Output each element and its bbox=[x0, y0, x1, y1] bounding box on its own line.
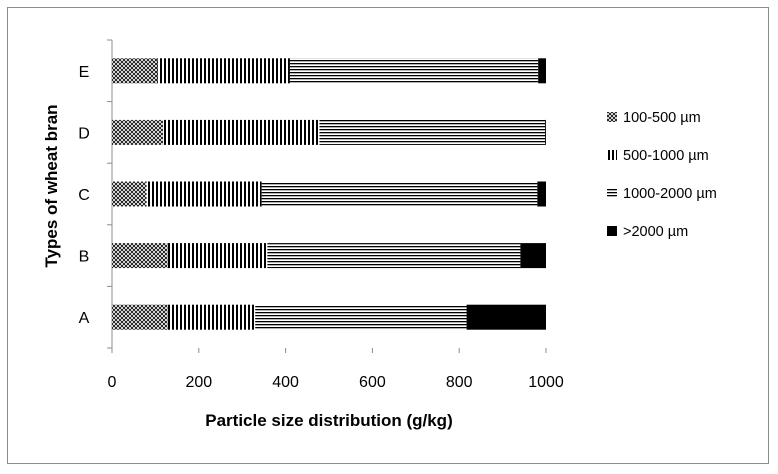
bar-segment-A-3 bbox=[255, 304, 467, 330]
legend-label-1: 100-500 µm bbox=[623, 110, 701, 126]
labels: 0 200 400 600 800 1000 A B C D E Particle size dist… bbox=[42, 64, 564, 430]
y-tick-label: D bbox=[78, 125, 90, 142]
legend-label-2: 500-1000 µm bbox=[623, 148, 709, 164]
bar-segment-A-2 bbox=[167, 304, 256, 330]
bar-segment-A-1 bbox=[112, 304, 168, 330]
y-tick-label: B bbox=[79, 249, 90, 266]
y-tick-label: E bbox=[79, 64, 90, 81]
bar-segment-B-4 bbox=[520, 243, 546, 269]
x-tick-label: 600 bbox=[359, 374, 386, 391]
y-tick-label: C bbox=[78, 187, 90, 204]
x-tick-label: 200 bbox=[185, 374, 212, 391]
x-tick-label: 800 bbox=[446, 374, 473, 391]
legend-swatch-1 bbox=[607, 112, 617, 122]
bar-segment-C-4 bbox=[537, 181, 546, 207]
bar-segment-B-2 bbox=[167, 243, 268, 269]
legend-label-4: >2000 µm bbox=[623, 224, 688, 240]
y-axis-title: Types of wheat bran bbox=[42, 104, 61, 267]
legend-swatch-2 bbox=[607, 150, 617, 160]
legend-label-3: 1000-2000 µm bbox=[623, 186, 717, 202]
bar-segment-D-2 bbox=[163, 119, 320, 145]
bar-segment-D-3 bbox=[319, 119, 546, 145]
legend-swatch-3 bbox=[607, 188, 617, 198]
bar-segment-C-3 bbox=[261, 181, 538, 207]
bar-segment-B-1 bbox=[112, 243, 168, 269]
bar-segment-B-3 bbox=[267, 243, 521, 269]
bar-segment-C-2 bbox=[146, 181, 262, 207]
bar-segment-E-2 bbox=[157, 58, 290, 84]
bar-segment-E-3 bbox=[289, 58, 539, 84]
bar-segment-C-1 bbox=[112, 181, 147, 207]
bars bbox=[112, 58, 546, 330]
bar-segment-A-4 bbox=[466, 304, 546, 330]
chart-frame bbox=[7, 7, 769, 464]
x-tick-label: 1000 bbox=[528, 374, 564, 391]
y-tick-label: A bbox=[79, 310, 90, 327]
x-tick-label: 400 bbox=[272, 374, 299, 391]
bar-segment-E-4 bbox=[538, 58, 546, 84]
legend: 100-500 µm 500-1000 µm 1000-2000 µm >2000 µ… bbox=[607, 110, 717, 240]
legend-swatch-4 bbox=[607, 226, 617, 236]
bar-segment-D-1 bbox=[112, 119, 164, 145]
bar-segment-D-4 bbox=[545, 119, 546, 145]
x-axis-title: Particle size distribution (g/kg) bbox=[205, 411, 452, 430]
x-tick-label: 0 bbox=[108, 374, 117, 391]
bar-segment-E-1 bbox=[112, 58, 158, 84]
